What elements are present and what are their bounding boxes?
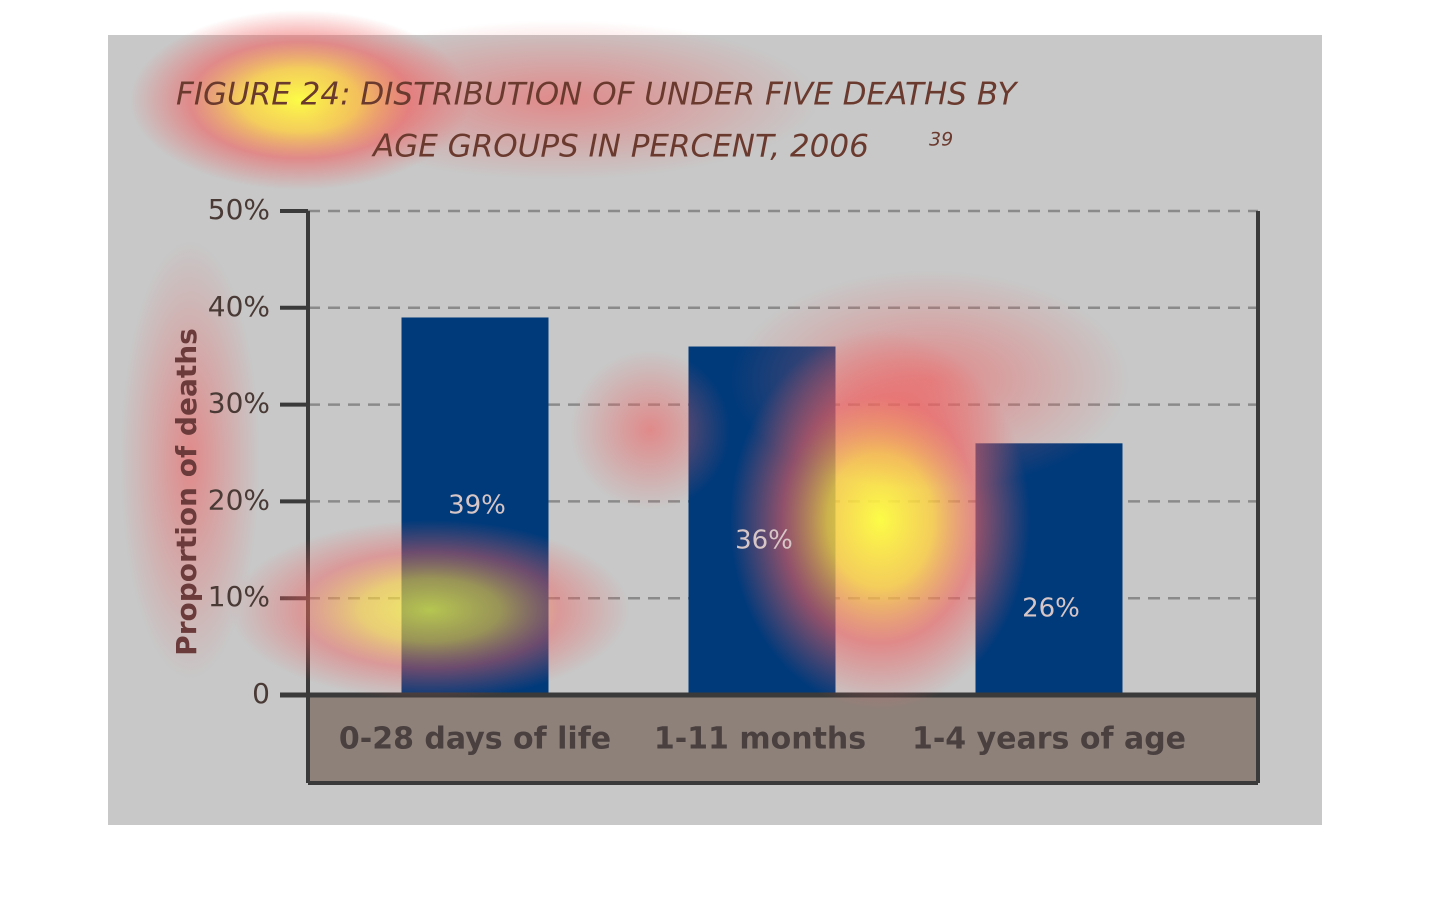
heatmap	[120, 10, 1130, 710]
y-tick-label: 0	[252, 677, 270, 710]
x-tick-label: 1-4 years of age	[912, 722, 1186, 757]
heat-blob	[300, 20, 820, 180]
y-tick-label: 20%	[208, 483, 270, 516]
value-label: 39%	[448, 491, 506, 521]
y-tick-label: 40%	[208, 290, 270, 323]
title-note: 39	[929, 129, 953, 151]
chart-title: AGE GROUPS IN PERCENT, 2006	[371, 129, 869, 165]
category-band	[308, 695, 1258, 783]
chart-title: FIGURE 24: DISTRIBUTION OF UNDER FIVE DE…	[176, 77, 1019, 113]
x-tick-label: 1-11 months	[654, 722, 866, 757]
value-label: 26%	[1022, 594, 1080, 624]
heat-blob	[730, 270, 1130, 490]
heat-blob	[120, 240, 260, 680]
y-tick-label: 30%	[208, 387, 270, 420]
heat-blob	[570, 350, 730, 510]
value-label: 36%	[735, 525, 793, 555]
y-tick-label: 10%	[208, 580, 270, 613]
x-tick-label: 0-28 days of life	[339, 722, 611, 757]
y-tick-label: 50%	[208, 193, 270, 226]
heat-blob	[230, 520, 630, 700]
y-axis-label: Proportion of deaths	[170, 328, 203, 656]
